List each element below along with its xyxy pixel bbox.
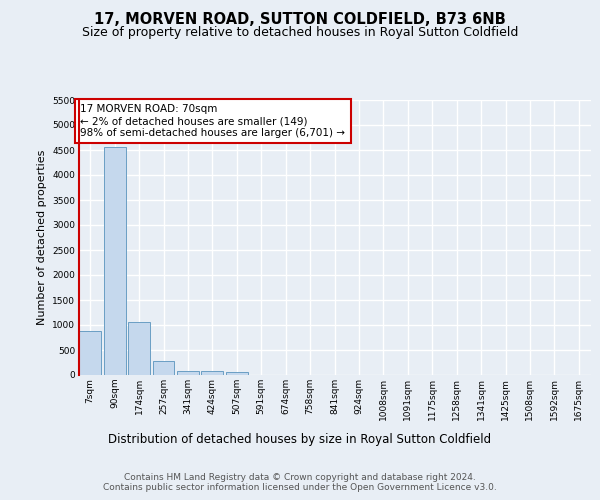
Text: Distribution of detached houses by size in Royal Sutton Coldfield: Distribution of detached houses by size … [109, 432, 491, 446]
Text: Size of property relative to detached houses in Royal Sutton Coldfield: Size of property relative to detached ho… [82, 26, 518, 39]
Text: Contains HM Land Registry data © Crown copyright and database right 2024.
Contai: Contains HM Land Registry data © Crown c… [103, 472, 497, 492]
Y-axis label: Number of detached properties: Number of detached properties [37, 150, 47, 325]
Text: 17 MORVEN ROAD: 70sqm
← 2% of detached houses are smaller (149)
98% of semi-deta: 17 MORVEN ROAD: 70sqm ← 2% of detached h… [80, 104, 346, 138]
Bar [226, 372, 248, 375]
Bar [104, 147, 125, 375]
Bar [79, 331, 101, 375]
Bar [152, 361, 175, 375]
Bar [177, 370, 199, 375]
Bar [128, 322, 150, 375]
Bar [202, 371, 223, 375]
Text: 17, MORVEN ROAD, SUTTON COLDFIELD, B73 6NB: 17, MORVEN ROAD, SUTTON COLDFIELD, B73 6… [94, 12, 506, 28]
